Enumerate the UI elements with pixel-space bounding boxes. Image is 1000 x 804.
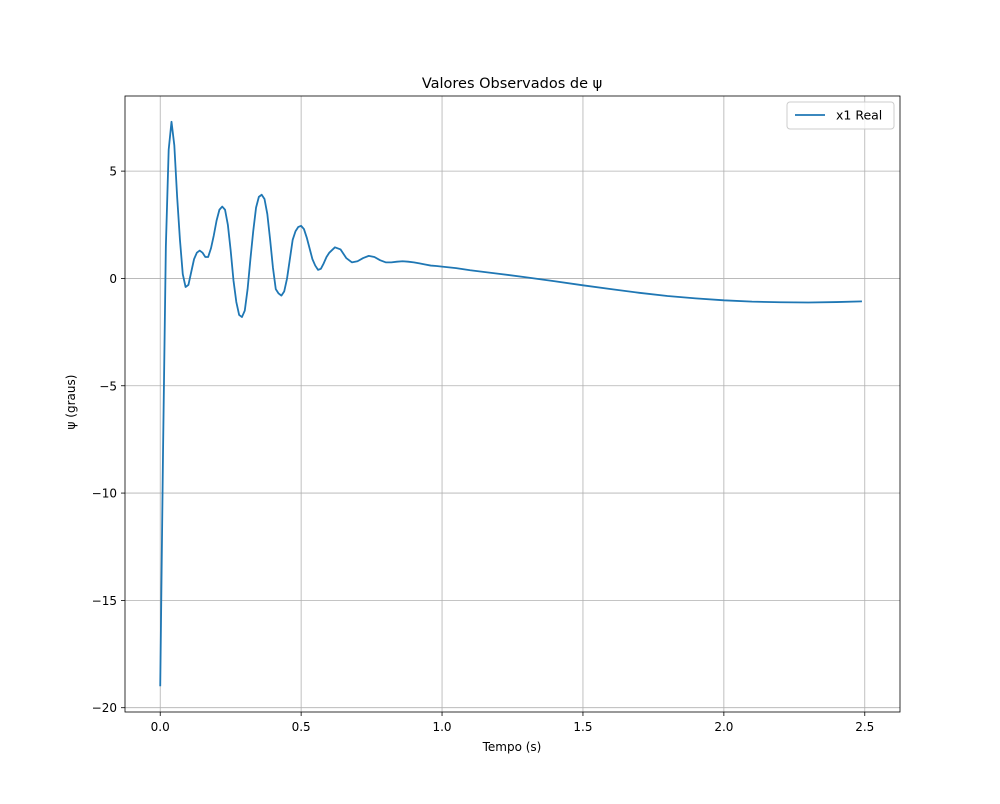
y-tick-label: −10 [92, 487, 117, 501]
chart-title: Valores Observados de ψ [422, 76, 602, 92]
plot-area-border [124, 95, 901, 713]
x-tick-label: 0.0 [151, 720, 170, 734]
x-axis-ticks: 0.0 0.5 1.0 1.5 2.0 2.5 [151, 712, 874, 734]
y-tick-label: 0 [109, 272, 117, 286]
axes-frame [124, 95, 901, 713]
x-tick-label: 0.5 [292, 720, 311, 734]
y-tick-label: −20 [92, 701, 117, 715]
y-axis-label: ψ (graus) [64, 375, 78, 430]
legend: x1 Real [786, 101, 895, 130]
y-axis-ticks: −20 −15 −10 −5 0 5 [92, 165, 125, 715]
y-tick-label: −15 [92, 594, 117, 608]
legend-label-x1-real: x1 Real [836, 108, 882, 123]
grid [125, 96, 900, 712]
legend-box [786, 101, 895, 130]
x-tick-label: 2.5 [855, 720, 874, 734]
y-tick-label: −5 [99, 379, 117, 393]
x-tick-label: 2.0 [714, 720, 733, 734]
x-axis-label: Tempo (s) [482, 740, 542, 754]
x-tick-label: 1.5 [573, 720, 592, 734]
series-line-x1-real [159, 120, 862, 687]
series-layer [159, 120, 862, 687]
x-tick-label: 1.0 [432, 720, 451, 734]
y-tick-label: 5 [109, 165, 117, 179]
